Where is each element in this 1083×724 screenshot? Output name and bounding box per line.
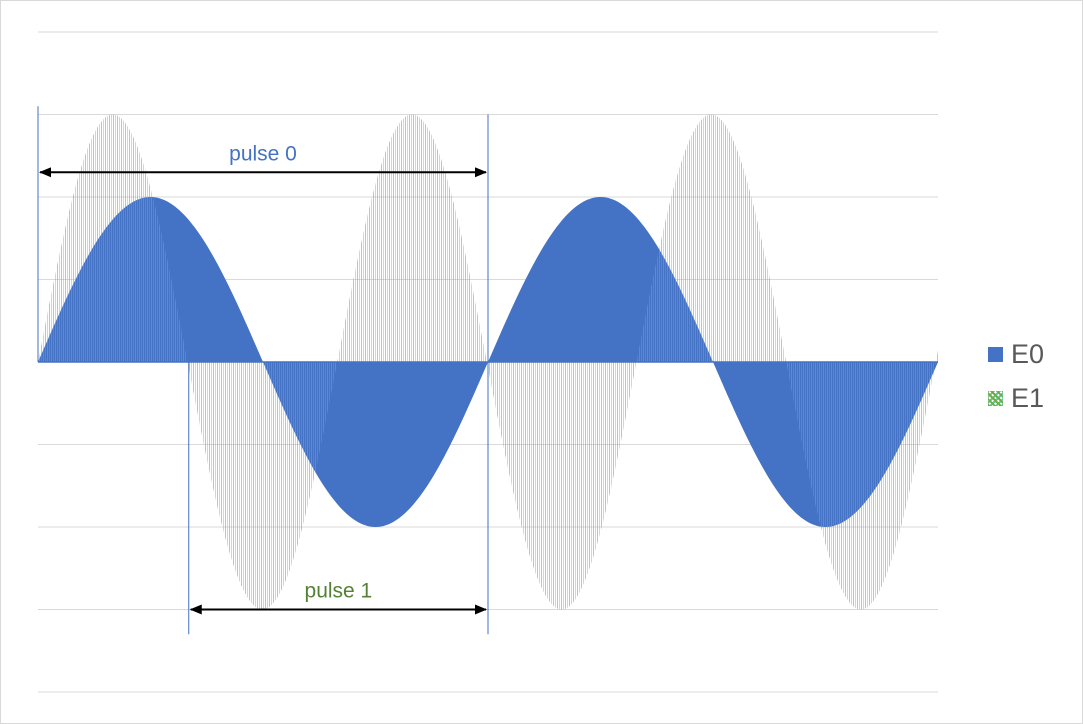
pulse-1-label: pulse 1 xyxy=(305,580,373,603)
legend-swatch-e1 xyxy=(988,390,1003,406)
pulse-0-label: pulse 0 xyxy=(229,142,297,165)
legend-item-e1: E1 xyxy=(988,378,1044,418)
legend-swatch-e0 xyxy=(988,346,1003,362)
legend-label-e1: E1 xyxy=(1011,382,1045,413)
annotation-layer: pulse 0 pulse 1 xyxy=(37,106,489,635)
legend-item-e0: E0 xyxy=(988,334,1044,374)
legend-label-e0: E0 xyxy=(1011,338,1045,369)
